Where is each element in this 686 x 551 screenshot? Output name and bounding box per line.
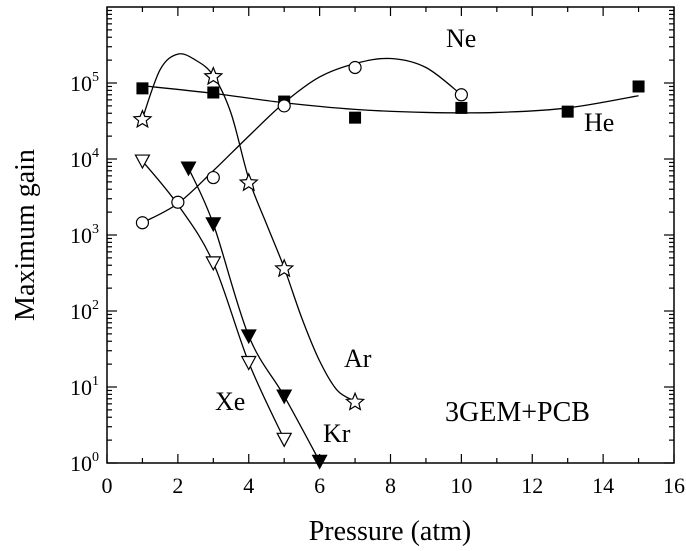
plot-area <box>106 6 675 470</box>
y-tick-label: 103 <box>70 222 99 248</box>
ar-point <box>238 172 259 192</box>
ne-point <box>171 195 185 209</box>
he-point <box>207 86 220 99</box>
y-axis-ticks: 100 101 102 103 104 105 <box>70 9 674 476</box>
ne-point <box>135 216 150 230</box>
ne-point <box>454 88 468 102</box>
ar-point <box>132 109 153 129</box>
ar-point <box>344 391 366 411</box>
he-point <box>561 105 574 118</box>
xe-point <box>240 355 257 371</box>
ne-point <box>206 170 220 185</box>
kr-point <box>205 217 222 233</box>
series-labels: He Ne Ar Kr Xe <box>215 24 614 448</box>
kr-point <box>276 389 293 405</box>
x-tick-label: 2 <box>172 473 183 498</box>
y-tick-label: 105 <box>70 70 99 96</box>
x-tick-label: 16 <box>663 473 685 498</box>
x-tick-label: 6 <box>314 473 325 498</box>
he-point <box>632 80 645 93</box>
y-tick-label: 104 <box>70 146 99 172</box>
xe-label: Xe <box>215 387 245 416</box>
kr-point <box>180 161 197 177</box>
ne-point <box>277 99 291 113</box>
y-tick-label: 102 <box>70 298 99 324</box>
x-tick-label: 4 <box>243 473 254 498</box>
ar-curve <box>141 53 356 402</box>
y-axis-title: Maximum gain <box>10 149 41 321</box>
x-tick-label: 0 <box>102 473 113 498</box>
xe-curve <box>141 160 285 440</box>
xe-point <box>205 256 222 272</box>
he-point <box>349 111 362 124</box>
ar-label: Ar <box>344 344 372 373</box>
x-axis-title: Pressure (atm) <box>309 516 472 547</box>
he-point <box>455 101 468 114</box>
kr-label: Kr <box>323 419 351 448</box>
ne-point <box>348 60 362 75</box>
plot-frame <box>106 6 675 464</box>
x-tick-label: 10 <box>450 473 472 498</box>
ne-curve <box>142 57 462 224</box>
ar-point <box>274 258 295 278</box>
he-point <box>136 82 149 95</box>
ne-label: Ne <box>446 24 476 53</box>
x-tick-label: 8 <box>385 473 396 498</box>
x-tick-label: 12 <box>521 473 543 498</box>
he-label: He <box>584 108 614 137</box>
y-tick-label: 100 <box>70 450 99 476</box>
he-curve <box>142 85 639 114</box>
kr-point <box>240 329 257 345</box>
y-tick-label: 101 <box>70 374 99 400</box>
xe-point <box>134 154 151 170</box>
x-axis-ticks: 0 2 4 6 8 10 12 14 16 <box>102 7 685 498</box>
ar-point <box>203 66 224 86</box>
chart-annotation: 3GEM+PCB <box>445 397 590 428</box>
xe-point <box>276 432 293 448</box>
data-markers <box>132 60 645 470</box>
x-tick-label: 14 <box>592 473 614 498</box>
